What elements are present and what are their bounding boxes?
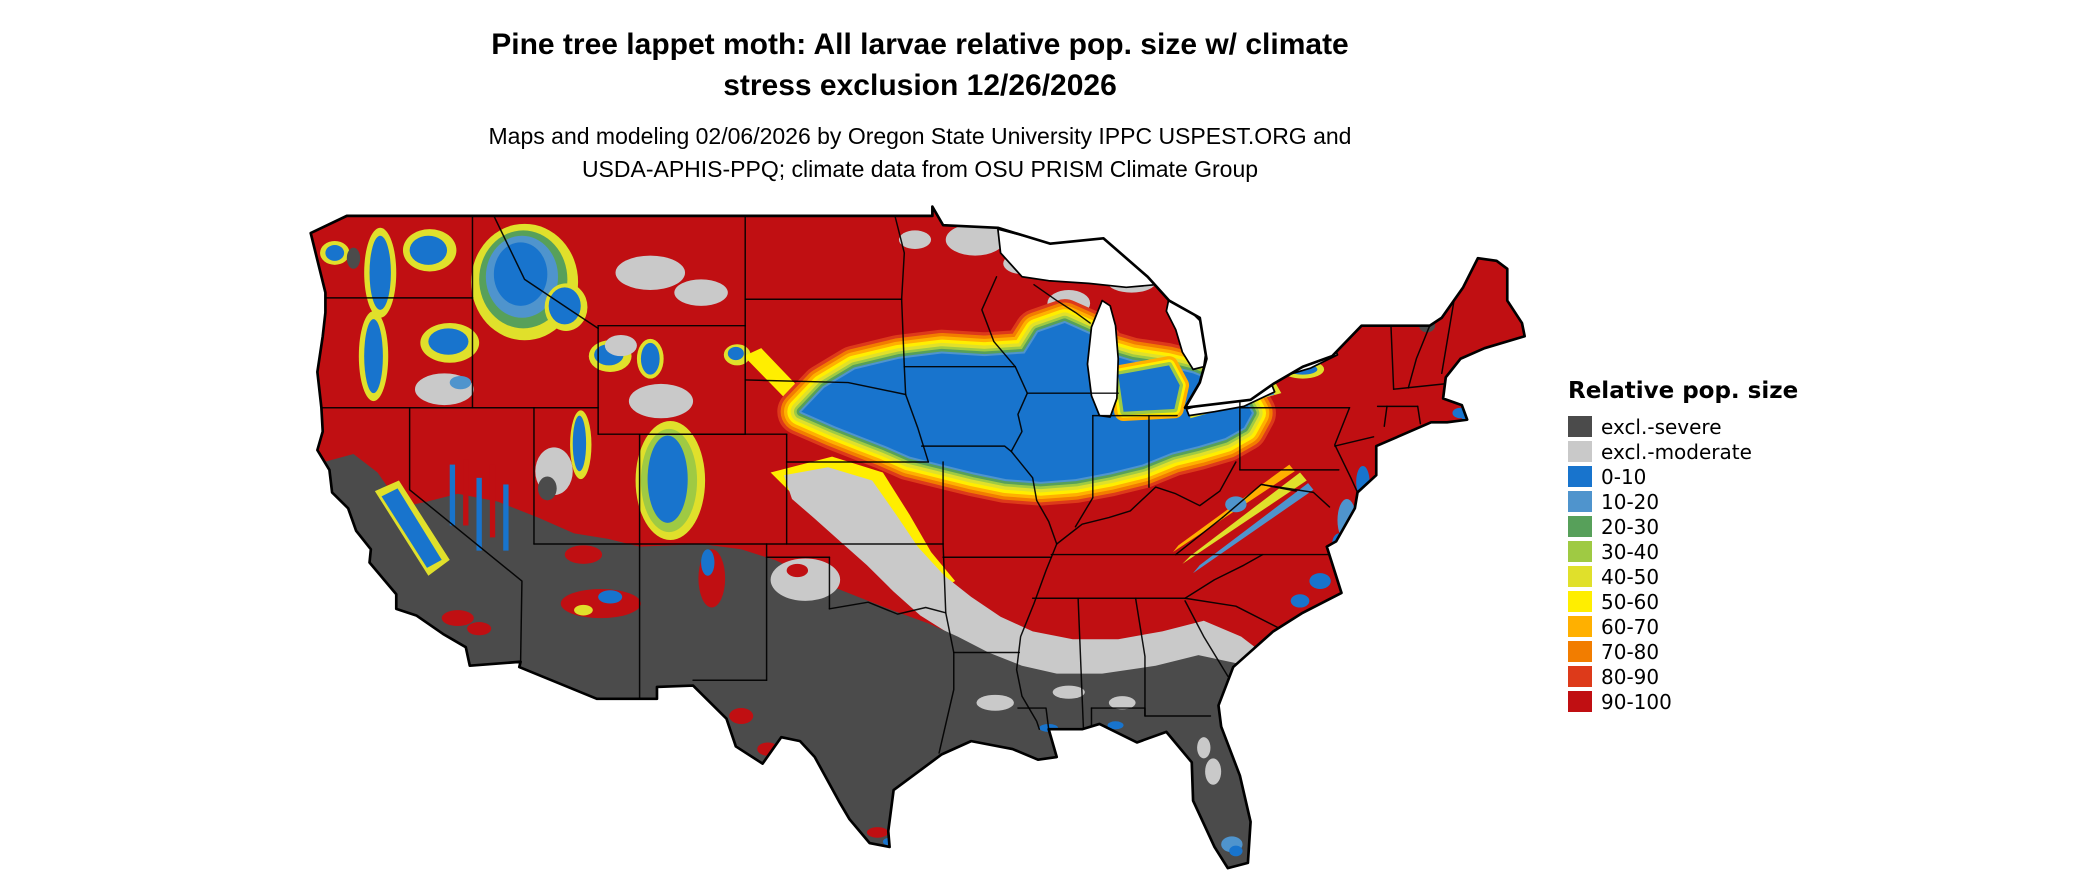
map-subtitle-line1: Maps and modeling 02/06/2026 by Oregon S… [488, 123, 1352, 149]
us-map [300, 200, 1530, 888]
legend-label: excl.-severe [1601, 414, 1722, 439]
legend-label: 70-80 [1601, 639, 1660, 664]
legend-row: 90-100 [1568, 689, 1798, 714]
legend-label: 40-50 [1601, 564, 1660, 589]
legend-row: 50-60 [1568, 589, 1798, 614]
legend-label: excl.-moderate [1601, 439, 1752, 464]
legend-swatch [1568, 616, 1592, 637]
legend-row: 0-10 [1568, 464, 1798, 489]
legend-row: 20-30 [1568, 514, 1798, 539]
legend-label: 90-100 [1601, 689, 1672, 714]
legend: Relative pop. size excl.-severe excl.-mod… [1568, 378, 1798, 714]
legend-swatch [1568, 516, 1592, 537]
legend-row: 40-50 [1568, 564, 1798, 589]
legend-swatch [1568, 441, 1592, 462]
legend-swatch [1568, 416, 1592, 437]
legend-label: 0-10 [1601, 464, 1647, 489]
legend-swatch [1568, 491, 1592, 512]
legend-swatch [1568, 641, 1592, 662]
legend-label: 20-30 [1601, 514, 1660, 539]
legend-row: excl.-moderate [1568, 439, 1798, 464]
legend-swatch [1568, 666, 1592, 687]
legend-row: 30-40 [1568, 539, 1798, 564]
legend-label: 50-60 [1601, 589, 1660, 614]
legend-swatch [1568, 566, 1592, 587]
map-title-line1: Pine tree lappet moth: All larvae relati… [491, 28, 1349, 61]
title-block: Pine tree lappet moth: All larvae relati… [0, 24, 1840, 186]
legend-row: 10-20 [1568, 489, 1798, 514]
legend-row: excl.-severe [1568, 414, 1798, 439]
legend-rows: excl.-severe excl.-moderate 0-10 10-20 20-30… [1568, 414, 1798, 714]
map-title-line2: stress exclusion 12/26/2026 [723, 69, 1117, 102]
legend-label: 10-20 [1601, 489, 1660, 514]
us-map-svg [309, 205, 1526, 870]
subtitle-block: Maps and modeling 02/06/2026 by Oregon S… [0, 120, 1840, 186]
legend-row: 80-90 [1568, 664, 1798, 689]
legend-row: 60-70 [1568, 614, 1798, 639]
legend-label: 80-90 [1601, 664, 1660, 689]
legend-swatch [1568, 466, 1592, 487]
legend-label: 30-40 [1601, 539, 1660, 564]
legend-title: Relative pop. size [1568, 378, 1799, 404]
legend-swatch [1568, 691, 1592, 712]
map-subtitle-line2: USDA-APHIS-PPQ; climate data from OSU PR… [581, 156, 1259, 182]
legend-label: 60-70 [1601, 614, 1660, 639]
legend-row: 70-80 [1568, 639, 1798, 664]
legend-swatch [1568, 541, 1592, 562]
legend-swatch [1568, 591, 1592, 612]
